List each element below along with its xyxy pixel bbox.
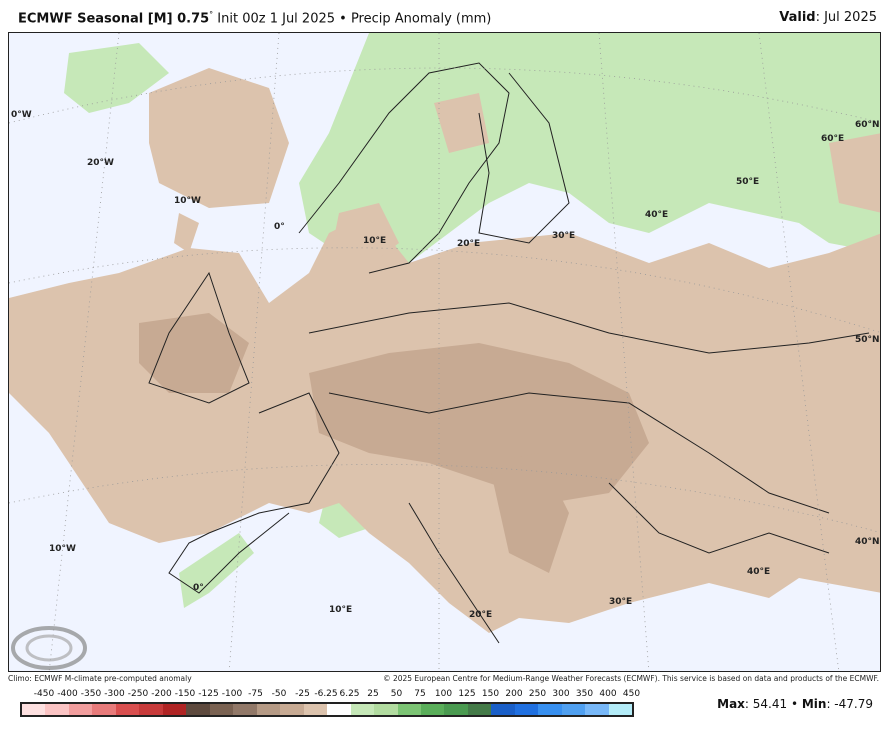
grid-label: 30°E xyxy=(552,231,575,241)
grid-labels: 0°W 20°W 10°W 0° 10°E 20°E 30°E 40°E 50°… xyxy=(11,110,880,620)
grid-label: 60°N xyxy=(855,120,880,130)
copyright-note: © 2025 European Centre for Medium-Range … xyxy=(383,674,879,683)
colorbar-swatch xyxy=(514,704,539,715)
colorbar-label: 150 xyxy=(481,689,500,699)
colorbar-swatch xyxy=(115,704,140,715)
header: ECMWF Seasonal [M] 0.75° Init 00z 1 Jul … xyxy=(18,10,877,28)
valid-date: Valid: Jul 2025 xyxy=(779,10,877,25)
colorbar-swatch xyxy=(280,704,304,715)
colorbar-label: 25 xyxy=(367,689,379,699)
colorbar-swatch xyxy=(327,704,351,715)
grid-label: 60°E xyxy=(821,134,844,144)
colorbar-swatch xyxy=(186,704,210,715)
colorbar-swatch xyxy=(233,704,257,715)
max-min-stats: Max: 54.41 • Min: -47.79 xyxy=(717,697,873,711)
strong-dry-regions xyxy=(139,313,649,573)
grid-label: 30°E xyxy=(609,597,632,607)
colorbar-label: -125 xyxy=(198,689,219,699)
colorbar-swatch xyxy=(92,704,116,715)
colorbar-swatch xyxy=(303,704,328,715)
colorbar-label: 100 xyxy=(434,689,453,699)
colorbar-swatch xyxy=(45,704,69,715)
colorbar-swatch xyxy=(68,704,93,715)
colorbar-label: -100 xyxy=(221,689,243,699)
colorbar-label: 250 xyxy=(528,689,547,699)
wet-anomaly-regions xyxy=(64,33,880,608)
colorbar-swatch xyxy=(585,704,609,715)
colorbar-label: -250 xyxy=(127,689,149,699)
colorbar-label: -50 xyxy=(271,689,287,699)
grid-label: 20°E xyxy=(469,610,492,620)
grid-label: 10°W xyxy=(49,544,76,554)
colorbar-label: -450 xyxy=(33,689,55,699)
colorbar-swatch xyxy=(350,704,375,715)
colorbar-swatch xyxy=(256,704,281,715)
colorbar-swatch xyxy=(538,704,562,715)
weatherbell-logo xyxy=(11,626,87,670)
coastlines-and-borders xyxy=(148,62,870,644)
colorbar-swatch xyxy=(139,704,163,715)
colorbar-swatch xyxy=(561,704,586,715)
colorbar-swatch xyxy=(162,704,187,715)
grid-label: 10°W xyxy=(174,196,201,206)
grid-label: 50°N xyxy=(855,335,880,345)
grid-label: 50°E xyxy=(736,177,759,187)
grid-label: 0° xyxy=(193,583,204,593)
colorbar-label: 50 xyxy=(390,689,403,699)
colorbar-label: -400 xyxy=(57,689,78,699)
colorbar xyxy=(20,702,634,717)
colorbar-label: -150 xyxy=(174,689,196,699)
colorbar-swatch xyxy=(22,704,46,715)
colorbar-swatch xyxy=(209,704,234,715)
colorbar-label: 350 xyxy=(575,689,594,699)
climo-note: Climo: ECMWF M-climate pre-computed anom… xyxy=(8,674,192,683)
grid-label: 10°E xyxy=(363,236,386,246)
colorbar-swatch xyxy=(397,704,421,715)
grid-label: 20°W xyxy=(87,158,114,168)
colorbar-label: -6.25 xyxy=(314,689,338,699)
colorbar-swatch xyxy=(374,704,398,715)
colorbar-label: -350 xyxy=(80,689,102,699)
grid-label: 40°E xyxy=(747,567,770,577)
colorbar-swatch xyxy=(491,704,515,715)
grid-label: 0° xyxy=(274,222,285,232)
colorbar-label: 400 xyxy=(599,689,617,699)
colorbar-label: -200 xyxy=(151,689,172,699)
colorbar-label: 450 xyxy=(622,689,641,699)
colorbar-label: -75 xyxy=(248,689,263,699)
grid-label: 40°E xyxy=(645,210,668,220)
grid-label: 10°E xyxy=(329,605,352,615)
colorbar-label: 300 xyxy=(552,689,570,699)
map-title: ECMWF Seasonal [M] 0.75° Init 00z 1 Jul … xyxy=(18,10,492,27)
grid-label: 0°W xyxy=(11,110,32,120)
precip-anomaly-map: 0°W 20°W 10°W 0° 10°E 20°E 30°E 40°E 50°… xyxy=(8,32,881,672)
colorbar-label: 200 xyxy=(505,689,523,699)
colorbar-swatch xyxy=(467,704,492,715)
colorbar-label: -300 xyxy=(104,689,125,699)
colorbar-label: 6.25 xyxy=(339,689,360,699)
grid-label: 40°N xyxy=(855,537,880,547)
colorbar-swatch xyxy=(444,704,468,715)
colorbar-label: 125 xyxy=(458,689,476,699)
grid-label: 20°E xyxy=(457,239,480,249)
colorbar-label: -25 xyxy=(295,689,310,699)
colorbar-label: 75 xyxy=(414,689,426,699)
colorbar-swatch xyxy=(608,704,633,715)
colorbar-swatch xyxy=(420,704,445,715)
graticule xyxy=(9,33,880,671)
